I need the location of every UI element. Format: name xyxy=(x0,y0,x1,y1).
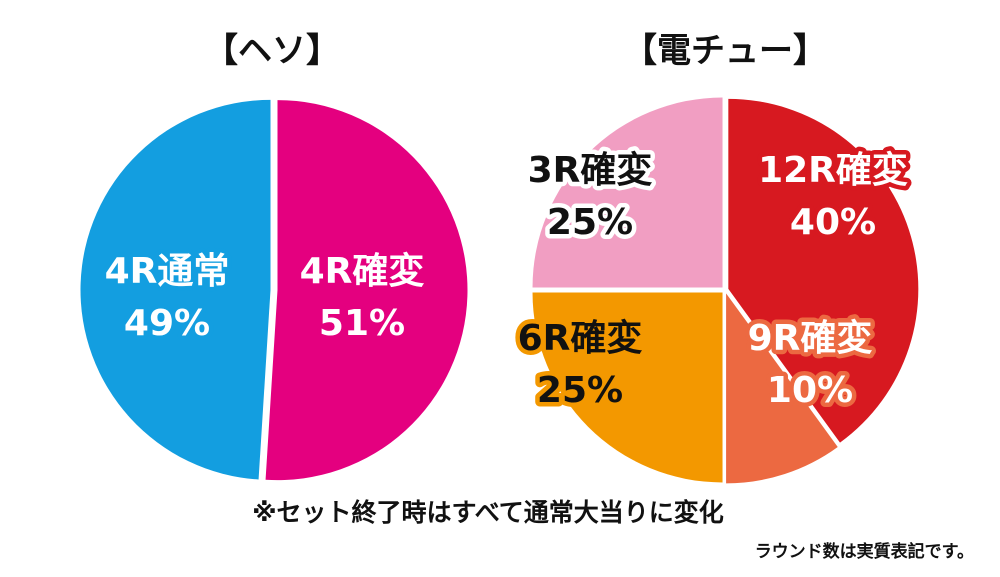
denchu-chart-title: 【電チュー】 xyxy=(623,31,827,71)
heso-slice-label-1: 4R通常 xyxy=(105,251,230,292)
footer-small-note: ラウンド数は実質表記です。 xyxy=(755,541,974,562)
denchu-pie-slice-1 xyxy=(726,293,838,484)
denchu-pie-slice-2 xyxy=(532,292,723,483)
denchu-slice-label-3: 3R確変 xyxy=(528,149,653,191)
heso-slice-label-0: 4R確変 xyxy=(300,250,425,292)
footer-note: ※セット終了時はすべて通常大当りに変化 xyxy=(252,498,724,527)
heso-slice-value-label-1: 49% xyxy=(124,303,210,344)
denchu-pie-slice-0 xyxy=(728,98,919,443)
denchu-slice-value-label-2: 25% xyxy=(537,370,623,411)
heso-pie: 4R確変 51% 4R通常 49% xyxy=(80,99,468,481)
denchu-slice-label-0: 12R確変 xyxy=(758,149,908,191)
heso-pie-slice-1 xyxy=(80,99,271,480)
heso-slice-value-label-0: 51% xyxy=(319,303,405,344)
heso-pie-slice-0 xyxy=(265,100,468,481)
denchu-pie-slice-3 xyxy=(532,97,723,288)
denchu-slice-value-label-3: 25% xyxy=(547,202,633,243)
heso-chart-title: 【ヘソ】 xyxy=(204,31,340,71)
denchu-slice-value-label-0: 40% xyxy=(790,202,876,243)
denchu-slice-value-label-1: 10% xyxy=(767,370,853,411)
denchu-slice-label-2: 6R確変 xyxy=(518,317,643,359)
denchu-slice-label-1: 9R確変 xyxy=(748,317,873,359)
denchu-pie: 12R確変 40% 9R確変 10% 6R確変 25% 3R確変 25% xyxy=(513,97,919,484)
